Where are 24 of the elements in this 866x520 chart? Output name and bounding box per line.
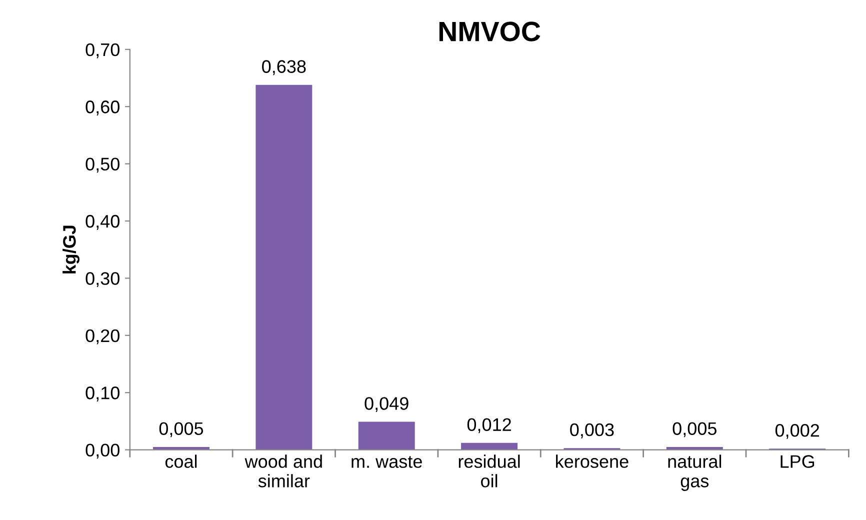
data-label: 0,012 bbox=[467, 418, 511, 434]
y-tick-label: 0,10 bbox=[86, 386, 120, 402]
x-tick-label: wood and similar bbox=[244, 454, 322, 488]
x-tick-label: LPG bbox=[780, 455, 814, 468]
x-tick-label: natural gas bbox=[668, 454, 722, 491]
data-label: 0,005 bbox=[672, 422, 716, 438]
y-tick-label: 0,70 bbox=[86, 43, 120, 58]
data-label: 0,005 bbox=[159, 422, 204, 438]
x-tick-label: m. waste bbox=[352, 456, 422, 468]
y-axis-title: kg/GJ bbox=[62, 226, 80, 274]
chart-title: NMVOC bbox=[439, 22, 540, 42]
data-label: 0,003 bbox=[570, 423, 614, 438]
data-label: 0,638 bbox=[262, 60, 306, 76]
y-tick-label: 0,30 bbox=[86, 272, 120, 288]
y-tick-label: 0,00 bbox=[86, 444, 120, 459]
y-tick-label: 0,20 bbox=[86, 329, 120, 344]
x-tick-label: kerosene bbox=[556, 454, 628, 468]
x-tick-label: coal bbox=[165, 454, 197, 468]
y-tick-label: 0,50 bbox=[86, 158, 120, 173]
data-label: 0,002 bbox=[775, 424, 820, 439]
y-tick-label: 0,40 bbox=[86, 214, 120, 230]
x-tick-label: residual oil bbox=[458, 454, 520, 488]
data-label: 0,049 bbox=[364, 397, 408, 412]
y-tick-label: 0,60 bbox=[86, 100, 120, 116]
